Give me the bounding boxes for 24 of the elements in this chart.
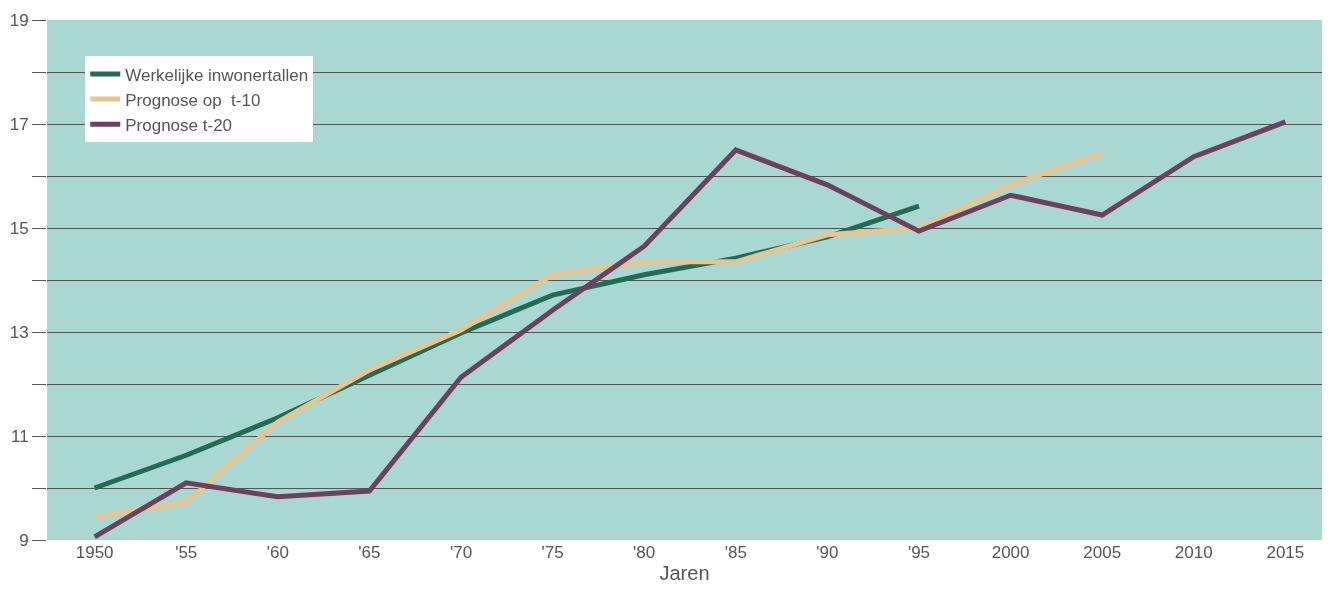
y-tick-label: 15 xyxy=(9,218,29,238)
x-tick-label: '95 xyxy=(907,543,931,562)
x-tick-label: '80 xyxy=(633,543,656,562)
x-tick-label: 2015 xyxy=(1266,543,1305,562)
y-tick-label: 13 xyxy=(9,322,29,342)
y-tick-label: 9 xyxy=(19,530,29,550)
y-tick-label: 19 xyxy=(9,10,29,30)
legend-label: Werkelijke inwonertallen xyxy=(125,65,309,85)
x-tick-label: '60 xyxy=(266,543,289,562)
x-tick-label: '55 xyxy=(175,543,198,562)
legend-label: Prognose op t-10 xyxy=(125,90,261,110)
x-tick-label: 2010 xyxy=(1174,543,1213,562)
x-tick-label: 2000 xyxy=(991,543,1030,562)
y-tick-label: 11 xyxy=(10,426,29,446)
x-tick-label: '90 xyxy=(816,543,839,562)
x-tick-label: '70 xyxy=(449,543,473,562)
x-tick-label: 1950 xyxy=(75,543,114,562)
x-tick-label: '85 xyxy=(724,543,747,562)
y-tick-label: 17 xyxy=(9,114,29,134)
x-axis-title: Jaren xyxy=(659,561,710,584)
legend-label: Prognose t-20 xyxy=(125,115,233,135)
x-tick-label: '75 xyxy=(541,543,564,562)
x-tick-label: 2005 xyxy=(1083,543,1122,562)
x-tick-label: '65 xyxy=(358,543,381,562)
